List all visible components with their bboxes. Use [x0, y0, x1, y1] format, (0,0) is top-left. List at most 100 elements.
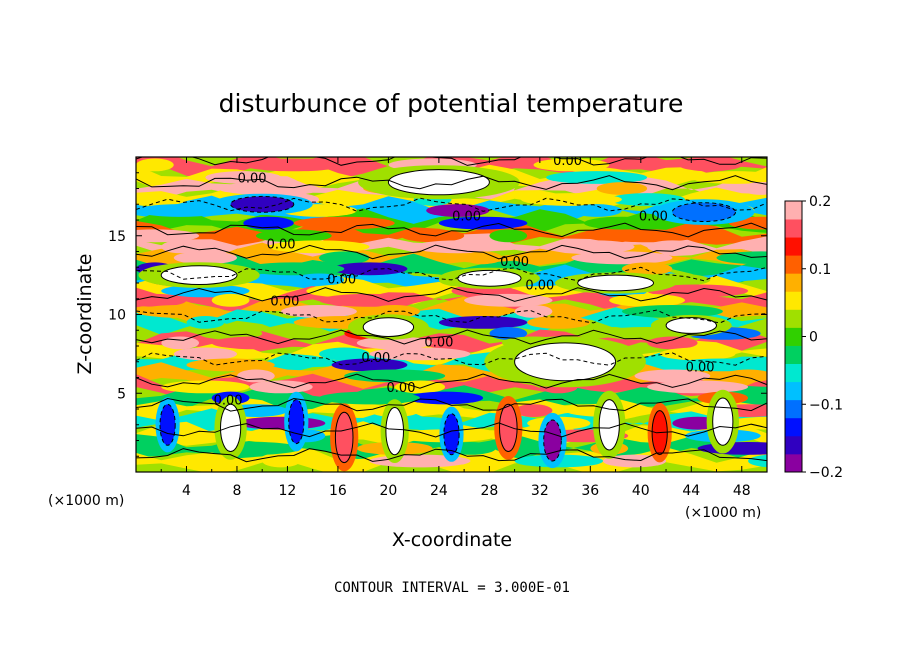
y-axis-label: Z-coordinate — [74, 254, 96, 375]
contour-label: 0.00 — [424, 335, 453, 350]
field-patch — [136, 293, 187, 307]
field-patch — [293, 216, 395, 230]
contour-label: 0.00 — [327, 272, 356, 287]
field-patch — [558, 240, 635, 254]
contour-loop — [598, 399, 620, 451]
contour-label: 0.00 — [525, 279, 554, 294]
y-tick-label: 5 — [117, 386, 126, 402]
plot-area — [136, 157, 767, 472]
colorbar-tick-label: 0 — [809, 330, 818, 346]
colorbar-segment — [785, 255, 802, 274]
contour-line — [136, 197, 767, 212]
field-patch — [584, 216, 660, 230]
field-patch — [136, 305, 225, 318]
contour-line — [136, 175, 767, 191]
contour-loop — [159, 403, 176, 446]
contour-interval-note: CONTOUR INTERVAL = 3.000E-01 — [334, 580, 570, 596]
field-patch — [413, 240, 502, 254]
field-patch — [161, 336, 200, 350]
colorbar-segment — [785, 327, 802, 346]
contour-loop — [362, 317, 415, 338]
field-patch — [211, 336, 301, 350]
field-patch — [293, 273, 345, 287]
field-patch — [173, 347, 237, 361]
field-patch — [249, 380, 313, 394]
field-patch — [293, 171, 345, 184]
contour-line — [136, 157, 767, 166]
field-patch — [255, 229, 332, 243]
field-patch — [211, 293, 250, 307]
colorbar-segment — [785, 345, 802, 364]
field-blob — [499, 404, 518, 452]
colorbar-segment — [785, 399, 802, 419]
contour-loop — [230, 195, 295, 213]
field-patch — [319, 347, 370, 361]
x-tick-label: 40 — [632, 483, 650, 499]
y-axis: 5 10 15 — [108, 172, 767, 457]
field-blob — [443, 413, 460, 455]
colorbar-segment — [785, 381, 802, 401]
contour-loop — [514, 342, 617, 382]
colorbar-tick-label: 0.2 — [809, 194, 831, 210]
field-patch — [647, 380, 749, 394]
field-blob — [388, 169, 490, 195]
field-patch — [136, 193, 187, 206]
contour-loop — [712, 397, 734, 446]
field-blob — [712, 398, 733, 446]
colorbar: 0.2 0.1 0 −0.1 −0.2 — [784, 194, 843, 481]
contour-label: 0.00 — [553, 154, 582, 169]
contour-line — [136, 352, 767, 366]
field-patch — [634, 369, 711, 383]
field-blob — [161, 265, 238, 285]
field-patch — [527, 316, 591, 329]
contour-loop — [577, 274, 654, 292]
field-patch — [136, 204, 225, 217]
field-patch — [514, 404, 553, 417]
field-patch — [571, 251, 673, 265]
x-unit-right: (×1000 m) — [685, 505, 761, 521]
x-tick-label: 32 — [531, 483, 549, 499]
field-patch — [621, 305, 723, 318]
field-patch — [621, 262, 673, 276]
field-patch — [520, 193, 622, 206]
contour-label: 0.00 — [387, 381, 416, 396]
field-patch — [407, 391, 484, 405]
colorbar-segment — [785, 453, 802, 473]
field-patch — [243, 216, 294, 230]
contour-loop — [443, 413, 460, 456]
field-patch — [571, 204, 622, 217]
field-patch — [609, 193, 685, 206]
field-blob — [220, 404, 241, 452]
field-patch — [748, 454, 767, 468]
field-blob — [543, 420, 562, 461]
field-patch — [136, 158, 174, 172]
y-tick-label: 10 — [108, 308, 126, 324]
field-patch — [186, 316, 225, 329]
field-blob — [672, 202, 736, 222]
colorbar-segment — [785, 237, 802, 256]
field-patch — [356, 336, 433, 350]
x-tick-label: 16 — [329, 483, 347, 499]
field-patch — [186, 358, 275, 372]
field-patch — [161, 380, 250, 394]
field-patch — [199, 327, 263, 340]
contour-loop — [651, 410, 668, 456]
colorbar-segment — [785, 363, 802, 383]
field-blob — [599, 399, 620, 450]
colorbar-segment — [785, 273, 802, 292]
field-band — [136, 350, 767, 380]
x-tick-label: 12 — [279, 483, 297, 499]
field-patch — [659, 347, 736, 361]
contour-loop — [220, 403, 242, 452]
contour-line — [136, 309, 767, 324]
contour-label: 0.00 — [270, 294, 299, 309]
field-patch — [438, 316, 528, 329]
field-patch — [722, 369, 767, 383]
field-blob — [230, 196, 294, 213]
field-patch — [647, 336, 698, 350]
field-patch — [319, 251, 370, 265]
contour-label: 0.00 — [214, 394, 243, 409]
contour-loop — [543, 419, 562, 462]
field-patch — [237, 369, 275, 383]
colorbar-segment — [785, 309, 802, 328]
